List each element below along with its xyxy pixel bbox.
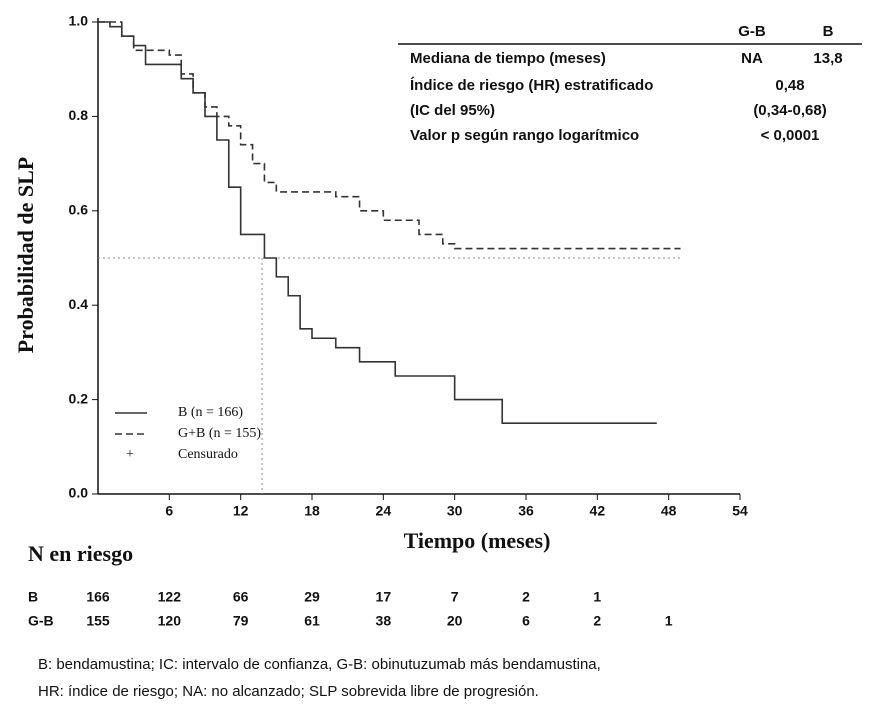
x-tick-label: 24 [376, 503, 392, 519]
x-tick-label: 6 [165, 503, 173, 519]
footnote: HR: índice de riesgo; NA: no alcanzado; … [38, 683, 539, 700]
x-tick-label: 18 [304, 503, 320, 519]
risk-label: B [28, 589, 38, 605]
risk-value: 6 [522, 613, 530, 629]
risk-value: 29 [304, 589, 320, 605]
table-cell: (0,34-0,68) [753, 102, 826, 119]
legend-label: Censurado [178, 447, 238, 462]
y-axis-label: Probabilidad de SLP [13, 157, 38, 353]
y-tick-label: 0.8 [69, 107, 89, 123]
x-tick-label: 30 [447, 503, 463, 519]
table-label: Mediana de tiempo (meses) [410, 50, 606, 67]
x-tick-label: 54 [732, 503, 748, 519]
risk-value: 7 [451, 589, 459, 605]
y-tick-label: 0.4 [69, 296, 89, 312]
y-tick-label: 0.6 [69, 202, 89, 218]
survival-curve [98, 21, 657, 424]
table-cell: NA [741, 50, 763, 67]
table-header: G-B [738, 23, 766, 40]
risk-title: N en riesgo [28, 541, 133, 566]
risk-value: 166 [86, 589, 110, 605]
x-tick-label: 36 [518, 503, 534, 519]
risk-value: 17 [376, 589, 392, 605]
table-cell: < 0,0001 [761, 127, 820, 144]
risk-value: 155 [86, 613, 110, 629]
legend-label: G+B (n = 155) [178, 426, 261, 441]
risk-value: 66 [233, 589, 249, 605]
x-tick-label: 48 [661, 503, 677, 519]
risk-value: 61 [304, 613, 320, 629]
footnote: B: bendamustina; IC: intervalo de confia… [38, 656, 601, 673]
table-cell: 13,8 [813, 50, 842, 67]
x-tick-label: 12 [233, 503, 249, 519]
risk-value: 38 [376, 613, 392, 629]
table-label: (IC del 95%) [410, 102, 495, 119]
risk-value: 1 [665, 613, 673, 629]
x-axis-label: Tiempo (meses) [404, 528, 551, 553]
risk-value: 120 [158, 613, 182, 629]
risk-value: 122 [158, 589, 182, 605]
x-tick-label: 42 [590, 503, 606, 519]
legend-label: B (n = 166) [178, 405, 243, 420]
risk-label: G-B [28, 613, 54, 629]
risk-value: 2 [522, 589, 530, 605]
table-header: B [823, 23, 834, 40]
risk-value: 20 [447, 613, 463, 629]
risk-value: 2 [593, 613, 601, 629]
y-tick-label: 1.0 [69, 13, 89, 29]
risk-value: 79 [233, 613, 249, 629]
risk-value: 1 [593, 589, 601, 605]
table-label: Valor p según rango logarítmico [410, 127, 639, 144]
table-cell: 0,48 [775, 77, 804, 94]
table-label: Índice de riesgo (HR) estratificado [410, 77, 653, 94]
y-tick-label: 0.0 [69, 485, 89, 501]
legend-symbol: + [126, 447, 134, 462]
y-tick-label: 0.2 [69, 390, 89, 406]
